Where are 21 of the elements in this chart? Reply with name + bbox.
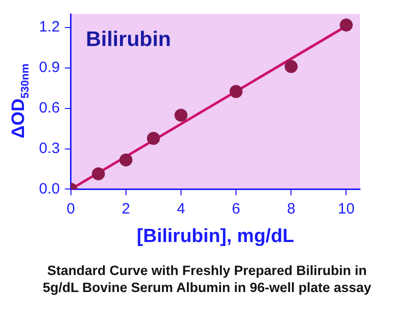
y-tick-label: 0.3 xyxy=(38,140,60,157)
x-axis-title: [Bilirubin], mg/dL xyxy=(136,226,294,247)
x-tick-label: 2 xyxy=(122,200,130,218)
text: Bilirubin xyxy=(86,28,172,51)
point xyxy=(146,132,160,145)
y-tick-label: 0.9 xyxy=(38,59,60,76)
text: Standard Curve with Freshly Prepared Bilirubin in 5g/dL Bovine Serum Albumin in 96-well plate assay xyxy=(42,262,372,296)
x-tick-label: 10 xyxy=(338,200,355,218)
x-tick-label: 6 xyxy=(232,200,240,218)
x-tick-label: 0 xyxy=(66,200,76,218)
point xyxy=(230,84,243,98)
point xyxy=(284,60,298,74)
point xyxy=(174,108,188,122)
y-tick-label: 0.6 xyxy=(38,99,60,116)
point xyxy=(92,167,105,180)
point xyxy=(340,18,353,32)
x-tick-label: 8 xyxy=(286,200,296,218)
x-tick-label: 4 xyxy=(176,200,186,218)
point xyxy=(119,153,132,166)
y-tick-label: 0.0 xyxy=(38,180,60,198)
y-tick-label: 1.2 xyxy=(38,18,60,36)
